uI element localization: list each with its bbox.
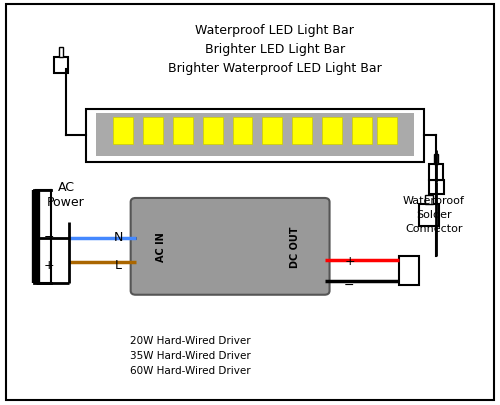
FancyBboxPatch shape: [130, 198, 330, 295]
Bar: [322, 118, 342, 144]
Bar: [399, 257, 419, 285]
Bar: [377, 118, 396, 144]
Text: DC OUT: DC OUT: [290, 226, 300, 267]
Bar: [114, 118, 133, 144]
Text: Waterproof
Solder
Connector: Waterproof Solder Connector: [403, 196, 465, 234]
Text: L: L: [114, 258, 121, 271]
Bar: [232, 118, 252, 144]
Text: +: +: [344, 254, 355, 267]
Text: +: +: [44, 258, 54, 271]
Bar: [262, 118, 282, 144]
Text: Waterproof LED Light Bar
Brighter LED Light Bar
Brighter Waterproof LED Light Ba: Waterproof LED Light Bar Brighter LED Li…: [168, 24, 382, 75]
Text: 20W Hard-Wired Driver
35W Hard-Wired Driver
60W Hard-Wired Driver: 20W Hard-Wired Driver 35W Hard-Wired Dri…: [130, 336, 250, 375]
Bar: [143, 118, 163, 144]
Bar: [58, 48, 62, 58]
Bar: [173, 118, 193, 144]
Bar: [434, 154, 438, 164]
Text: AC
Power: AC Power: [47, 181, 85, 209]
Text: −: −: [44, 230, 54, 243]
Text: AC IN: AC IN: [156, 232, 166, 262]
Bar: [86, 110, 424, 162]
Bar: [96, 114, 414, 156]
Bar: [54, 58, 68, 74]
Text: N: N: [114, 230, 123, 243]
Bar: [425, 196, 433, 205]
Bar: [419, 205, 439, 227]
Bar: [203, 118, 222, 144]
Bar: [352, 118, 372, 144]
Text: −: −: [344, 279, 354, 292]
Bar: [429, 180, 444, 194]
Bar: [429, 164, 443, 180]
Bar: [292, 118, 312, 144]
